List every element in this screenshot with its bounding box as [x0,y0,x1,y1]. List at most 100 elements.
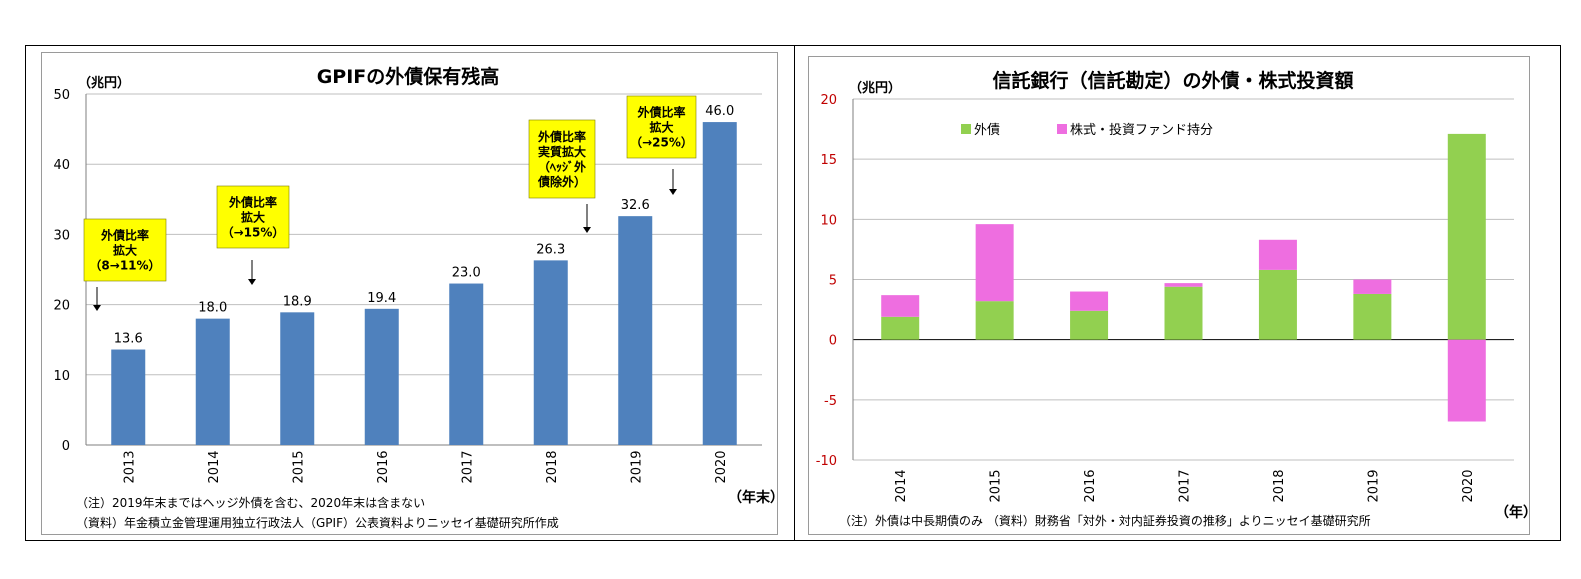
left-x-tick-label: 2013 [122,450,137,483]
left-x-unit-label: （年末） [728,489,777,506]
right-bar-2014-series-0 [881,316,920,340]
annotation-text: （→15%） [222,225,285,240]
left-value-label: 26.3 [536,242,565,257]
annotation-text: 拡大 [113,243,137,258]
left-x-tick-label: 2017 [460,450,475,483]
left-x-tick-label: 2014 [207,450,222,483]
gpif-chart: GPIFの外債保有残高 （兆円） （年末） 13.6 18.0 18.9 19.4 23… [53,65,784,506]
right-bar-2018-series-1 [1258,239,1297,270]
annotation-text: （ﾍｯｼﾞ外 [538,159,586,174]
left-chart-title: GPIFの外債保有残高 [317,65,500,88]
left-y-tick-label: 20 [53,299,70,314]
left-y-tick-label: 0 [62,439,70,454]
left-chart-panel: GPIFの外債保有残高 （兆円） （年末） 13.6 18.0 18.9 19.4 23… [41,52,784,535]
right-bar-2019-series-0 [1353,293,1392,340]
annotation-text: 外債比率 [229,195,277,210]
annotation-arrow-head [93,305,101,311]
left-y-tick-label: 10 [53,369,70,384]
left-value-label: 46.0 [705,104,734,119]
right-bar-2015-series-1 [975,224,1014,302]
legend-label: 外債 [974,123,1000,138]
annotation-text: （8→11%） [89,258,160,273]
right-y-tick-label: 10 [820,213,837,228]
right-x-tick-label: 2018 [1272,469,1287,502]
annotation-text: 拡大 [649,120,673,135]
left-source: （資料）年金積立金管理運用独立行政法人（GPIF）公表資料よりニッセイ基礎研究所… [76,516,559,530]
annotation-arrow-head [669,189,677,195]
left-x-tick-label: 2016 [376,450,391,483]
right-bar-2017-series-0 [1164,286,1203,340]
left-value-label: 18.0 [198,301,227,316]
left-x-tick-label: 2018 [545,450,560,483]
left-bar-2013 [111,349,146,445]
left-x-tick-label: 2015 [291,450,306,483]
annotation-arrow-head [583,227,591,233]
right-y-tick-label: -10 [816,454,837,469]
right-y-tick-label: 15 [820,153,837,168]
right-y-unit-label: （兆円） [849,80,901,96]
right-y-tick-label: -5 [824,394,837,409]
right-x-tick-label: 2014 [894,469,909,502]
left-bar-2019 [618,216,653,445]
annotation-text: 実質拡大 [538,144,586,159]
right-bar-2020-series-0 [1447,133,1486,340]
annotation-box [216,185,290,249]
right-note: （注）外債は中長期債のみ （資料）財務省「対外・対内証券投資の推移」よりニッセイ… [839,514,1371,528]
annotation-text: 外債比率 [101,228,149,243]
right-x-tick-label: 2017 [1178,469,1193,502]
right-bar-2020-series-1 [1447,339,1486,422]
legend-label: 株式・投資ファンド持分 [1070,122,1213,138]
annotation-box [528,119,596,199]
legend-swatch [1057,124,1067,134]
right-bar-2014-series-1 [881,295,920,317]
left-bar-2018 [533,260,568,445]
right-x-tick-label: 2020 [1461,469,1476,502]
left-bar-2015 [280,312,315,445]
annotation-box [626,95,697,159]
left-x-tick-label: 2020 [714,450,729,483]
left-value-label: 32.6 [621,198,650,213]
left-note: （注）2019年末まではヘッジ外債を含む、2020年末は含まない [76,496,426,510]
left-bar-2020 [702,122,737,445]
left-y-unit-label: （兆円） [78,75,130,91]
left-y-tick-label: 30 [53,228,70,243]
left-bar-2014 [195,318,230,445]
left-bar-2017 [449,283,484,445]
annotation-text: 拡大 [241,210,265,225]
annotation-text: 外債比率 [637,105,685,120]
annotation-box [83,218,167,282]
right-bar-2016-series-0 [1070,310,1109,340]
right-x-tick-label: 2019 [1366,469,1381,502]
left-value-label: 19.4 [367,291,396,306]
right-bar-2016-series-1 [1070,291,1109,311]
figure-frame [25,45,1561,541]
left-y-tick-label: 40 [53,158,70,173]
right-y-tick-label: 20 [820,93,837,108]
annotation-arrow-head [248,279,256,285]
right-y-tick-label: 0 [829,334,837,349]
panel-divider [794,45,795,541]
left-x-tick-label: 2019 [629,450,644,483]
right-chart-panel: 信託銀行（信託勘定）の外債・株式投資額 （兆円） （年） -10 -5 0 5 10 15… [808,56,1537,535]
left-value-label: 13.6 [114,332,143,347]
left-value-label: 18.9 [283,294,312,309]
legend-swatch [961,124,971,134]
annotation-text: （→25%） [630,135,693,150]
left-y-tick-label: 50 [53,88,70,103]
right-bar-2019-series-1 [1353,279,1392,294]
right-y-tick-label: 5 [829,274,837,289]
right-bar-2018-series-0 [1258,269,1297,340]
left-bar-2016 [364,308,399,445]
left-value-label: 23.0 [452,266,481,281]
right-bar-2015-series-0 [975,301,1014,340]
right-x-tick-label: 2015 [989,469,1004,502]
right-x-tick-label: 2016 [1083,469,1098,502]
right-chart-title: 信託銀行（信託勘定）の外債・株式投資額 [992,69,1353,92]
annotation-text: 外債比率 [538,129,586,144]
annotation-text: 債除外） [537,174,586,189]
right-bar-2017-series-1 [1164,283,1203,287]
